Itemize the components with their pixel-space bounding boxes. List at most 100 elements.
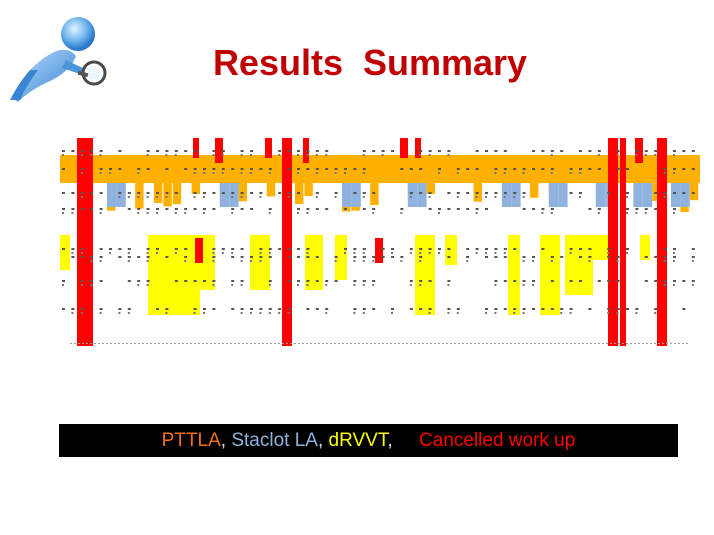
- cell-mark: [550, 172, 553, 174]
- cell-mark: [362, 172, 365, 174]
- cell-mark: [532, 308, 535, 310]
- cell-mark: [607, 248, 611, 250]
- cell-mark: [409, 196, 412, 198]
- cell-mark: [428, 154, 431, 156]
- cell-mark: [118, 248, 122, 250]
- cell-mark: [447, 256, 451, 258]
- cell-mark: [644, 150, 648, 152]
- table-rule-dot: [510, 343, 512, 344]
- table-rule-dot: [270, 343, 272, 344]
- cell-mark: [532, 208, 535, 210]
- cell-mark: [503, 280, 507, 282]
- cell-mark: [419, 248, 423, 250]
- cell-mark: [456, 308, 460, 310]
- cell-mark: [118, 312, 121, 314]
- cell-mark: [503, 308, 507, 310]
- cell-mark: [400, 208, 404, 210]
- cell-mark: [362, 168, 366, 170]
- cell-mark: [146, 212, 149, 214]
- cell-mark: [137, 280, 141, 282]
- cell-mark: [447, 308, 451, 310]
- cell-mark: [127, 196, 130, 198]
- table-rule-dot: [342, 343, 344, 344]
- cell-mark: [485, 208, 488, 210]
- cell-mark: [287, 192, 291, 194]
- cell-mark: [212, 172, 215, 174]
- cell-mark: [419, 260, 422, 262]
- cancelled-column: [415, 138, 421, 158]
- cell-mark: [579, 150, 582, 152]
- cell-mark: [165, 308, 169, 310]
- cell-mark: [673, 284, 675, 286]
- cell-mark: [522, 284, 525, 286]
- cell-mark: [71, 256, 75, 258]
- cell-mark: [353, 168, 357, 170]
- table-rule-dot: [554, 343, 556, 344]
- cell-mark: [447, 312, 450, 314]
- cell-mark: [663, 196, 666, 198]
- cell-mark: [353, 308, 357, 310]
- cell-mark: [353, 192, 357, 194]
- cell-mark: [447, 154, 450, 156]
- table-rule-dot: [258, 343, 260, 344]
- cell-mark: [99, 312, 102, 314]
- cell-mark: [456, 192, 460, 194]
- cell-mark: [146, 168, 150, 170]
- cell-mark: [127, 192, 131, 194]
- cell-mark: [315, 168, 319, 170]
- table-rule-dot: [306, 343, 308, 344]
- cell-mark: [654, 208, 658, 210]
- cell-mark: [466, 168, 470, 170]
- cell-mark: [597, 150, 601, 152]
- legend-segment: ,: [220, 430, 232, 451]
- table-rule-dot: [458, 343, 460, 344]
- cell-mark: [503, 150, 507, 152]
- cell-mark: [90, 280, 94, 282]
- cell-mark: [268, 212, 271, 214]
- cell-mark: [231, 252, 234, 254]
- table-rule-dot: [594, 343, 596, 344]
- table-rule-dot: [402, 343, 404, 344]
- cell-mark: [137, 208, 141, 210]
- cell-mark: [419, 308, 423, 310]
- cell-mark: [278, 308, 282, 310]
- table-rule-dot: [282, 343, 284, 344]
- staclot-cell: [351, 183, 361, 207]
- cell-mark: [118, 168, 122, 170]
- cell-mark: [654, 280, 658, 282]
- cell-mark: [240, 196, 243, 198]
- cell-mark: [109, 248, 112, 250]
- cell-mark: [184, 256, 188, 258]
- pttla-cell: [163, 183, 172, 207]
- cell-mark: [203, 212, 205, 214]
- cell-mark: [90, 260, 93, 262]
- cell-mark: [315, 192, 319, 194]
- cell-mark: [80, 192, 84, 194]
- cell-mark: [193, 280, 197, 282]
- table-rule-dot: [534, 343, 536, 344]
- table-rule-dot: [530, 343, 532, 344]
- table-rule-dot: [610, 343, 612, 344]
- cell-mark: [466, 192, 470, 194]
- table-rule-dot: [90, 343, 92, 344]
- cell-mark: [250, 192, 253, 194]
- cell-mark: [654, 154, 657, 156]
- cell-mark: [626, 168, 629, 170]
- cell-mark: [268, 252, 271, 254]
- cell-mark: [80, 256, 84, 258]
- legend-bar: PTTLA, Staclot LA, dRVVT, Cancelled work…: [59, 424, 678, 457]
- cell-mark: [297, 248, 300, 250]
- cell-mark: [250, 168, 253, 170]
- table-rule-dot: [490, 343, 492, 344]
- cell-mark: [428, 150, 432, 152]
- cell-mark: [485, 308, 488, 310]
- cell-mark: [90, 256, 94, 258]
- cell-mark: [644, 154, 647, 156]
- cell-mark: [409, 280, 413, 282]
- cell-mark: [447, 150, 451, 152]
- table-rule-dot: [158, 343, 160, 344]
- cell-mark: [466, 256, 470, 258]
- cell-mark: [372, 308, 376, 310]
- cell-mark: [494, 256, 498, 258]
- cell-mark: [635, 154, 638, 156]
